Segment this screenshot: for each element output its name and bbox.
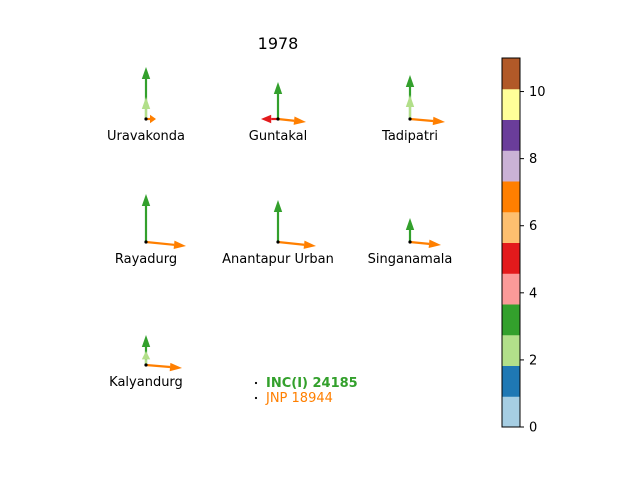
colorbar-segment — [502, 273, 520, 305]
colorbar-tick-label: 10 — [529, 85, 546, 100]
station-point — [144, 240, 148, 244]
station-rayadurg: Rayadurg — [115, 194, 186, 267]
legend-entry: JNP 18944 — [265, 391, 333, 406]
vector-arrow — [405, 218, 415, 242]
colorbar-tick-label: 0 — [529, 421, 537, 436]
station-guntakal: Guntakal — [249, 82, 308, 144]
vector-arrow — [277, 240, 316, 249]
station-uravakonda: Uravakonda — [107, 67, 185, 144]
vector-arrow — [145, 240, 186, 249]
station-label: Singanamala — [368, 252, 453, 267]
colorbar-segment — [502, 88, 520, 120]
station-point — [408, 240, 412, 244]
legend-entry: INC(I) 24185 — [266, 376, 358, 391]
vector-arrow — [277, 116, 306, 125]
chart-title: 1978 — [258, 34, 299, 53]
station-point — [276, 117, 280, 121]
vector-arrow — [141, 194, 151, 242]
vector-arrow — [141, 97, 151, 119]
colorbar-segment — [502, 181, 520, 213]
station-label: Tadipatri — [381, 129, 438, 144]
station-singanamala: Singanamala — [368, 218, 453, 267]
vector-arrow — [261, 114, 278, 124]
station-label: Guntakal — [249, 129, 308, 144]
station-glyphs: Uravakonda Guntakal Tadipatri Rayadurg Anant… — [107, 67, 452, 390]
station-point — [144, 363, 148, 367]
colorbar-tick-label: 8 — [529, 152, 537, 167]
colorbar: 0 2 4 6 8 10 — [501, 57, 546, 436]
colorbar-segment — [502, 211, 520, 243]
station-label: Rayadurg — [115, 252, 177, 267]
colorbar-tick-label: 6 — [529, 219, 537, 234]
vector-arrow — [141, 351, 151, 365]
colorbar-segment — [502, 334, 520, 366]
colorbar-frame — [501, 57, 521, 428]
vector-arrow — [145, 362, 182, 372]
colorbar-segment — [502, 119, 520, 151]
vector-arrow — [409, 116, 445, 126]
station-label: Kalyandurg — [109, 375, 183, 390]
colorbar-segment — [502, 365, 520, 397]
colorbar-segment — [502, 58, 520, 90]
vector-arrow — [273, 82, 283, 119]
colorbar-segment — [502, 304, 520, 336]
colorbar-segment — [502, 396, 520, 428]
colorbar-segment — [502, 242, 520, 274]
vector-arrow — [409, 239, 441, 249]
vector-arrow — [405, 95, 415, 119]
vector-arrow — [273, 200, 283, 242]
colorbar-segment — [502, 150, 520, 182]
station-point — [276, 240, 280, 244]
colorbar-tick-label: 2 — [529, 353, 537, 368]
station-label: Uravakonda — [107, 129, 185, 144]
station-tadipatri: Tadipatri — [381, 75, 445, 144]
station-point — [408, 117, 412, 121]
legend-marker — [254, 396, 258, 400]
legend-marker — [254, 381, 258, 385]
station-anantapur-urban: Anantapur Urban — [222, 200, 334, 267]
colorbar-tick-label: 4 — [529, 286, 537, 301]
station-label: Anantapur Urban — [222, 252, 334, 267]
station-kalyandurg: Kalyandurg — [109, 335, 183, 390]
station-point — [144, 117, 148, 121]
